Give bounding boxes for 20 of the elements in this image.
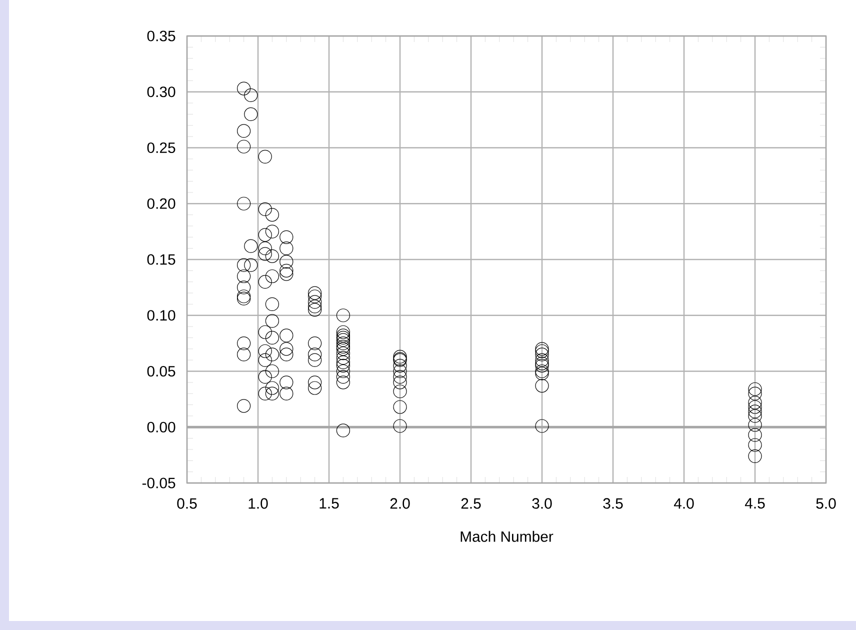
x-tick-label: 0.5 bbox=[177, 498, 197, 509]
x-tick-label: 4.5 bbox=[744, 498, 765, 509]
x-tick-label: 4.0 bbox=[674, 498, 694, 509]
x-tick-label: 5.0 bbox=[816, 498, 836, 509]
x-tick-label: 1.0 bbox=[248, 498, 268, 509]
y-tick-label: 0.05 bbox=[147, 366, 176, 377]
x-tick-label: 2.5 bbox=[461, 498, 481, 509]
y-tick-label: 0.30 bbox=[147, 86, 176, 98]
x-tick-label: 1.5 bbox=[320, 498, 339, 509]
y-tick-label: -0.05 bbox=[142, 478, 176, 488]
x-tick-label: 3.5 bbox=[603, 498, 623, 509]
x-tick-label: 3.0 bbox=[532, 498, 552, 509]
y-tick-label: 0.00 bbox=[147, 422, 176, 432]
y-tick-label: 0.35 bbox=[147, 30, 176, 42]
y-tick-label: 0.25 bbox=[147, 142, 176, 154]
y-tick-label: 0.15 bbox=[147, 254, 176, 265]
x-axis-title: Mach Number bbox=[460, 530, 554, 542]
y-tick-label: 0.10 bbox=[147, 310, 176, 321]
x-tick-label: 2.0 bbox=[390, 498, 410, 509]
y-tick-label: 0.20 bbox=[147, 198, 176, 209]
